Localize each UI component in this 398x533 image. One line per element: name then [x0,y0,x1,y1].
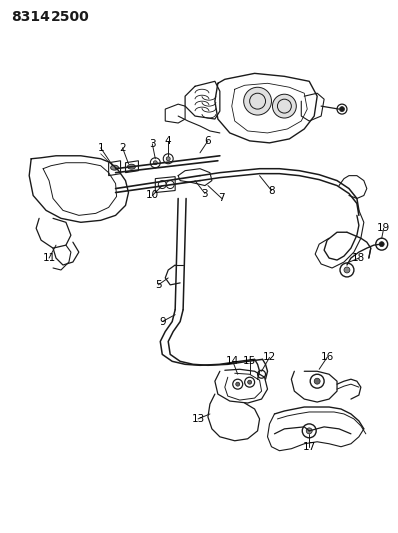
Ellipse shape [379,241,384,247]
Text: 2: 2 [119,143,126,153]
Ellipse shape [248,380,252,384]
Ellipse shape [340,263,354,277]
Text: 2500: 2500 [51,10,90,24]
Ellipse shape [339,107,345,111]
Text: 1: 1 [98,143,104,153]
Text: 17: 17 [302,442,316,452]
Text: 9: 9 [159,317,166,327]
Ellipse shape [344,267,350,273]
Ellipse shape [127,164,135,169]
Ellipse shape [273,94,297,118]
Ellipse shape [236,382,240,386]
Text: 11: 11 [43,253,56,263]
Ellipse shape [302,424,316,438]
Ellipse shape [233,379,243,389]
Text: 6: 6 [205,136,211,146]
Ellipse shape [166,181,174,189]
Ellipse shape [166,157,170,161]
Text: 3: 3 [149,139,156,149]
Text: 10: 10 [146,190,159,200]
Text: 8314: 8314 [11,10,50,24]
Text: 8: 8 [268,185,275,196]
Ellipse shape [306,428,312,434]
Ellipse shape [376,238,388,250]
Ellipse shape [244,87,271,115]
Ellipse shape [153,161,157,165]
Ellipse shape [245,377,255,387]
Ellipse shape [258,370,265,378]
Text: 18: 18 [352,253,365,263]
Text: 12: 12 [263,352,276,362]
Ellipse shape [314,378,320,384]
Ellipse shape [150,158,160,168]
Ellipse shape [163,154,173,164]
Text: 7: 7 [219,193,225,204]
Text: 4: 4 [165,136,172,146]
Text: 19: 19 [377,223,390,233]
Ellipse shape [111,165,119,170]
Text: 13: 13 [191,414,205,424]
Ellipse shape [310,374,324,388]
Text: 3: 3 [202,189,208,198]
Ellipse shape [158,181,166,189]
Text: 5: 5 [155,280,162,290]
Text: 15: 15 [243,357,256,366]
Text: 16: 16 [320,352,334,362]
Text: 14: 14 [226,357,239,366]
Ellipse shape [337,104,347,114]
